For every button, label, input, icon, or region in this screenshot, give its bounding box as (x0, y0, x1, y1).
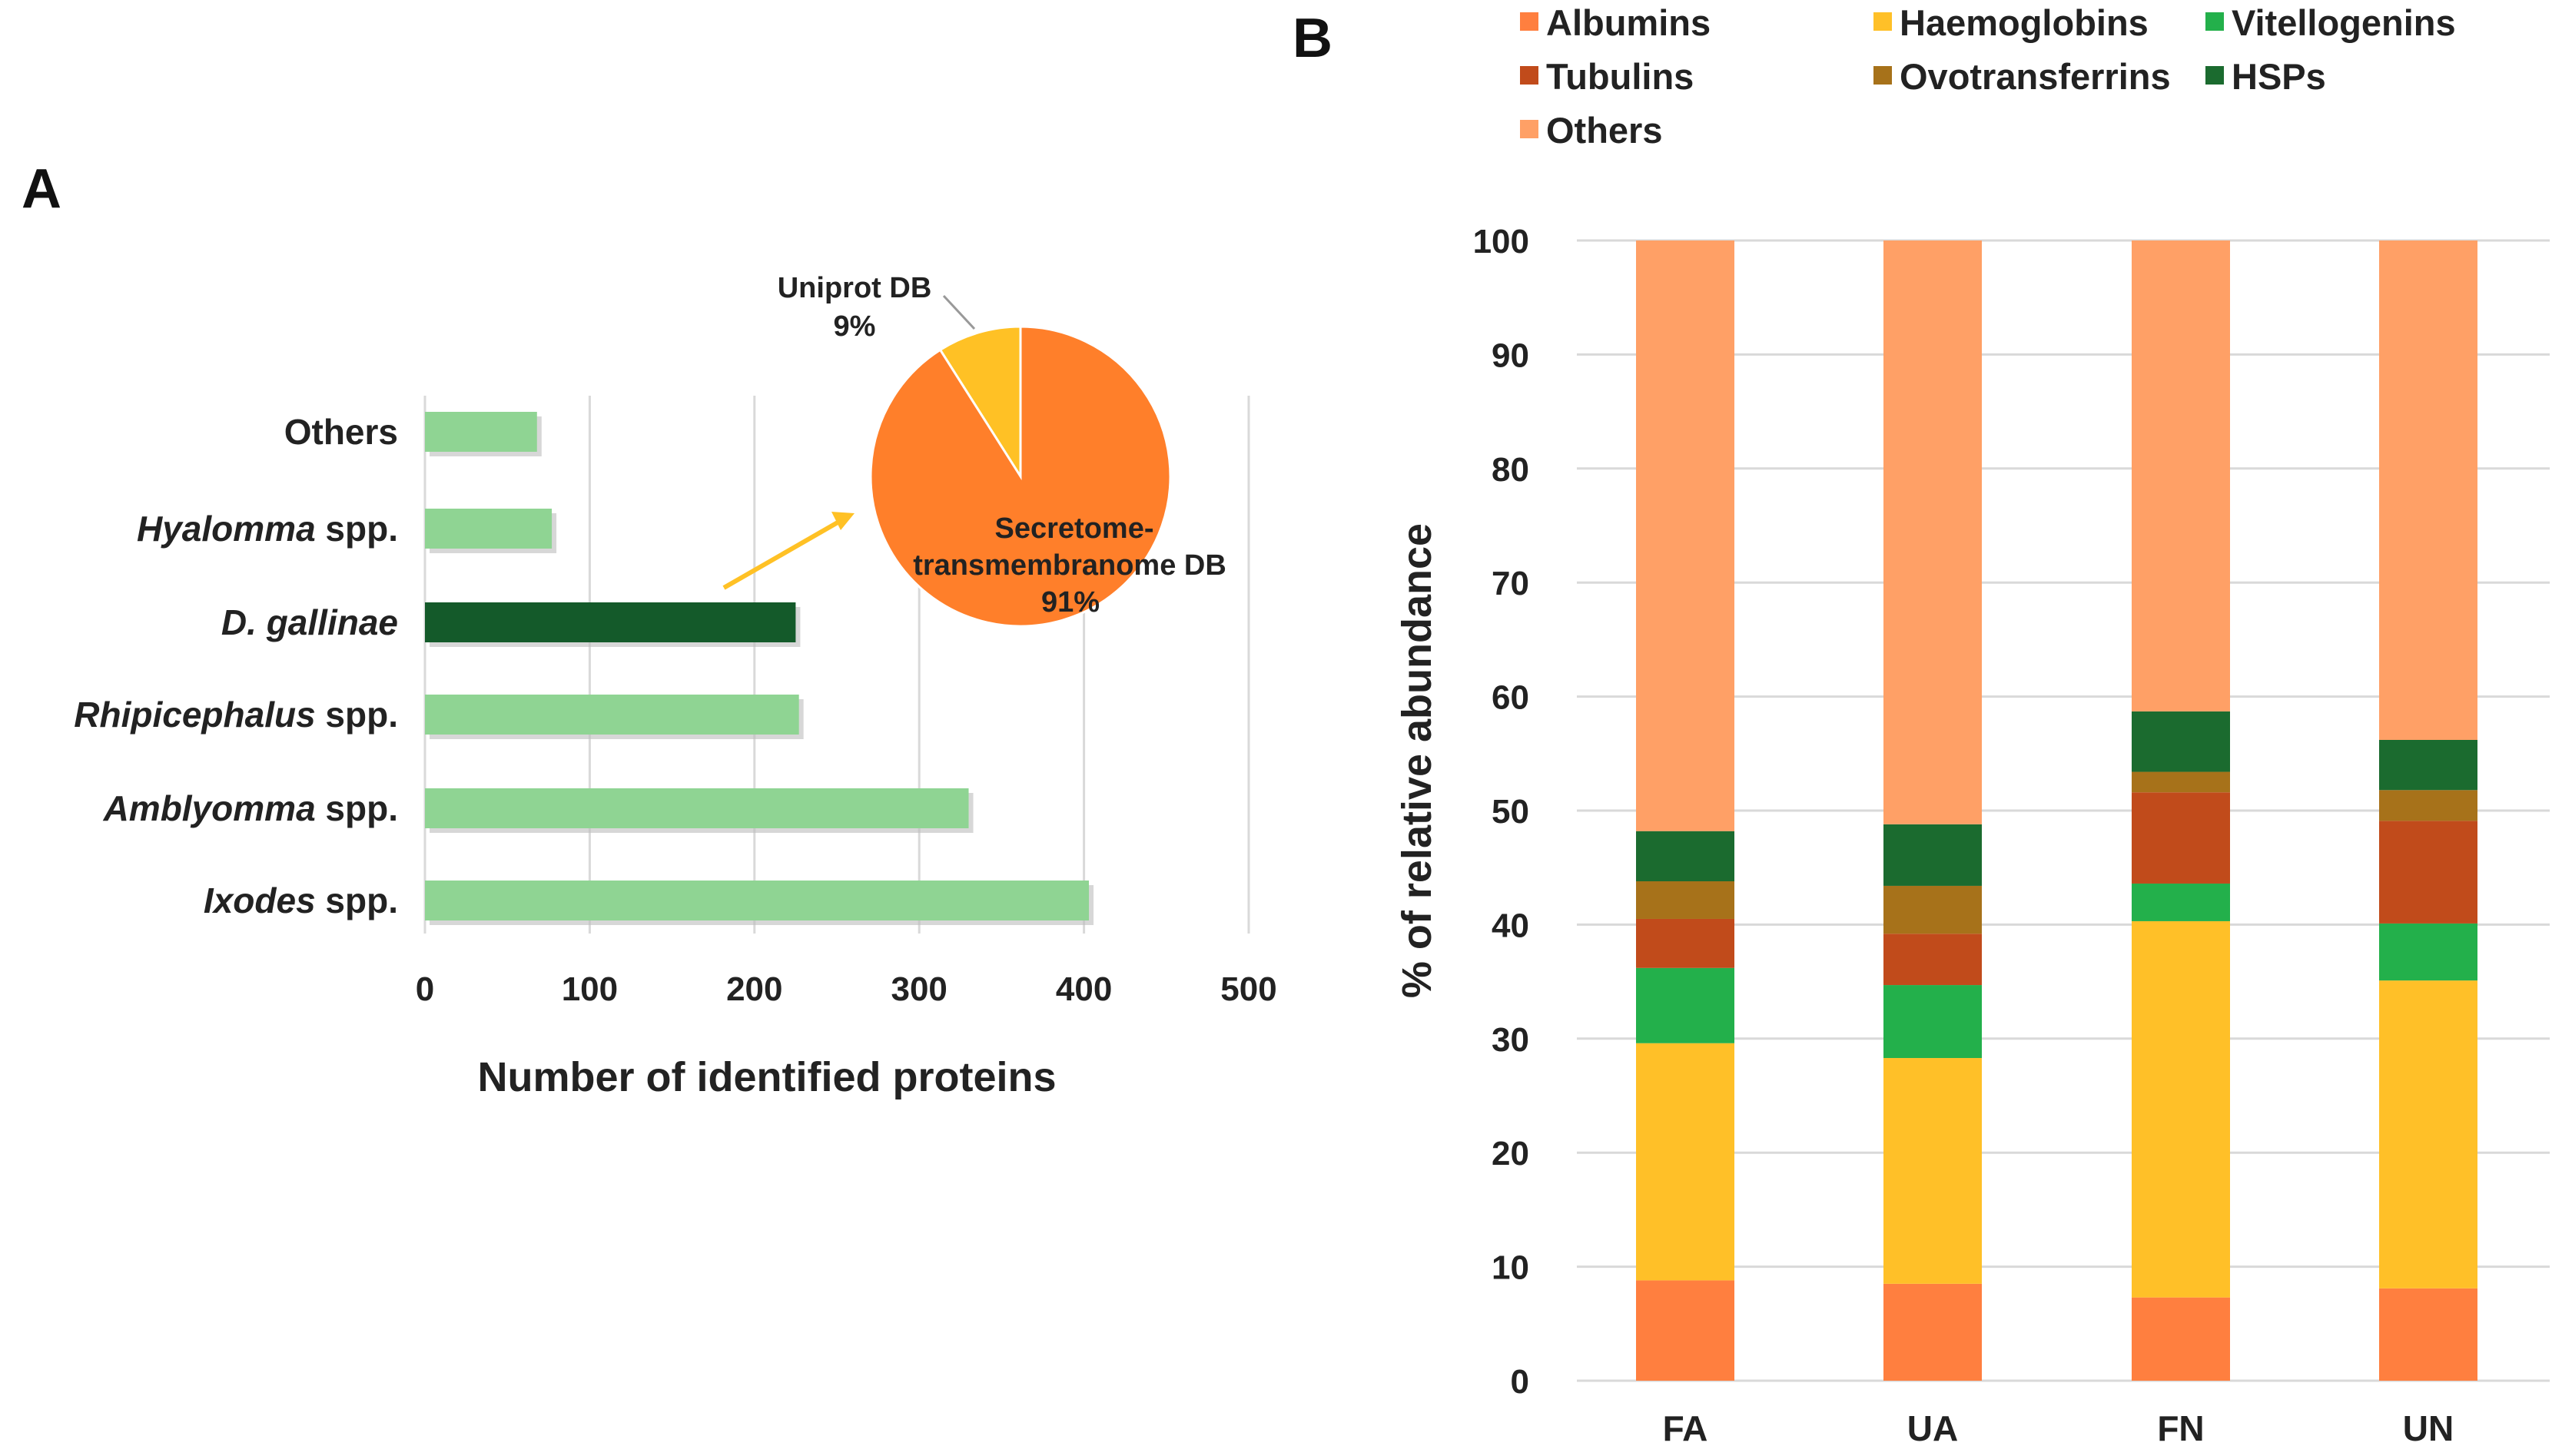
legend-label-tubulins: Tubulins (1546, 56, 1694, 97)
stacked-seg-ua-albumins (1883, 1283, 1982, 1381)
hbar-bar-ixodes (425, 881, 1090, 920)
stacked-y-tick-10: 10 (1492, 1249, 1529, 1287)
stacked-y-tick-60: 60 (1492, 679, 1529, 717)
legend-swatch-hsps (2205, 66, 2224, 85)
hbar-category-labels: Others Hyalomma spp. D. gallinae Rhipicepha… (74, 412, 398, 920)
pie-uniprot-leader (942, 294, 976, 330)
legend-swatch-albumins (1520, 12, 1538, 31)
stacked-legend: Albumins Haemoglobins Vitellogenins Tubulin… (1520, 2, 2456, 151)
stacked-seg-fn-tubulins (2132, 792, 2230, 884)
stacked-y-tick-30: 30 (1492, 1021, 1529, 1059)
hbar-x-tick-labels: 0 100 200 300 400 500 (416, 970, 1277, 1008)
stacked-seg-un-ovotransferrins (2379, 790, 2477, 821)
hbar-bar-dgallinae (425, 602, 796, 642)
stacked-seg-ua-tubulins (1883, 934, 1982, 986)
stacked-y-tick-20: 20 (1492, 1135, 1529, 1172)
stacked-seg-un-others (2379, 240, 2477, 740)
stacked-category-ua: UA (1907, 1408, 1958, 1448)
stacked-seg-fa-ovotransferrins (1636, 881, 1734, 919)
pie-secretome-line2: transmembranome DB (913, 549, 1226, 582)
pie-uniprot-pct: 9% (834, 310, 876, 343)
stacked-seg-un-haemoglobins (2379, 980, 2477, 1289)
legend-swatch-others (1520, 120, 1538, 138)
pie-callout-arrow (722, 512, 855, 590)
stacked-seg-ua-vitellogenins (1883, 985, 1982, 1059)
hbar-x-tick-300: 300 (891, 970, 947, 1008)
pie-chart (869, 325, 1172, 628)
stacked-seg-ua-others (1883, 240, 1982, 824)
stacked-seg-ua-ovotransferrins (1883, 885, 1982, 934)
stacked-seg-fa-vitellogenins (1636, 967, 1734, 1043)
stacked-seg-fn-albumins (2132, 1297, 2230, 1381)
hbar-category-others: Others (284, 412, 398, 452)
stacked-y-tick-40: 40 (1492, 907, 1529, 944)
legend-label-ovotransferrins: Ovotransferrins (1900, 56, 2171, 97)
stacked-y-tick-70: 70 (1492, 565, 1529, 602)
hbar-bar-amblyomma (425, 788, 969, 828)
hbar-x-axis-title: Number of identified proteins (477, 1054, 1056, 1100)
stacked-y-tick-100: 100 (1473, 223, 1529, 260)
legend-label-vitellogenins: Vitellogenins (2232, 2, 2456, 43)
legend-label-haemoglobins: Haemoglobins (1900, 2, 2149, 43)
stacked-seg-fa-others (1636, 240, 1734, 831)
stacked-category-labels: FA UA FN UN (1663, 1408, 2454, 1448)
stacked-y-tick-50: 50 (1492, 793, 1529, 831)
stacked-seg-un-albumins (2379, 1288, 2477, 1381)
hbar-bars (425, 412, 1094, 925)
legend-label-hsps: HSPs (2232, 56, 2326, 97)
stacked-seg-fn-others (2132, 240, 2230, 711)
stacked-seg-ua-hsps (1883, 824, 1982, 886)
stacked-seg-fn-hsps (2132, 711, 2230, 772)
legend-swatch-vitellogenins (2205, 12, 2224, 31)
stacked-seg-fn-ovotransferrins (2132, 771, 2230, 793)
stacked-category-un: UN (2403, 1408, 2454, 1448)
legend-swatch-tubulins (1520, 66, 1538, 85)
stacked-y-tick-0: 0 (1511, 1363, 1529, 1401)
stacked-category-fa: FA (1663, 1408, 1708, 1448)
hbar-category-hyalomma: Hyalomma spp. (137, 509, 398, 549)
stacked-seg-fa-tubulins (1636, 918, 1734, 968)
legend-swatch-haemoglobins (1873, 12, 1892, 31)
stacked-y-tick-80: 80 (1492, 451, 1529, 489)
stacked-seg-un-vitellogenins (2379, 923, 2477, 981)
hbar-category-ixodes: Ixodes spp. (204, 881, 398, 920)
hbar-bar-hyalomma (425, 509, 553, 549)
hbar-bar-others (425, 412, 537, 452)
hbar-x-tick-400: 400 (1056, 970, 1112, 1008)
panel-a-letter: A (22, 158, 61, 220)
hbar-category-rhipicephalus: Rhipicephalus spp. (74, 695, 398, 735)
stacked-category-fn: FN (2157, 1408, 2204, 1448)
pie-secretome-pct: 91% (1041, 586, 1100, 619)
hbar-x-tick-100: 100 (562, 970, 618, 1008)
stacked-seg-fa-haemoglobins (1636, 1043, 1734, 1281)
pie-uniprot-name: Uniprot DB (778, 272, 932, 304)
hbar-x-tick-0: 0 (416, 970, 434, 1008)
hbar-x-tick-200: 200 (726, 970, 782, 1008)
stacked-seg-ua-haemoglobins (1883, 1058, 1982, 1284)
stacked-y-tick-90: 90 (1492, 337, 1529, 374)
panel-b-letter: B (1293, 8, 1332, 69)
pie-slice-uniprot (938, 325, 1022, 481)
stacked-seg-fn-haemoglobins (2132, 920, 2230, 1298)
stacked-seg-un-hsps (2379, 739, 2477, 791)
pie-slice-secretome (869, 325, 1172, 628)
legend-label-albumins: Albumins (1546, 2, 1711, 43)
legend-swatch-ovotransferrins (1873, 66, 1892, 85)
legend-label-others: Others (1546, 110, 1663, 151)
hbar-x-tick-500: 500 (1220, 970, 1276, 1008)
stacked-y-axis-title: % of relative abundance (1394, 523, 1440, 998)
stacked-bars (1636, 240, 2477, 1381)
hbar-bar-rhipicephalus (425, 695, 799, 735)
pie-secretome-line1: Secretome- (995, 512, 1154, 545)
hbar-category-dgallinae: D. gallinae (221, 602, 398, 642)
stacked-seg-fa-hsps (1636, 831, 1734, 882)
stacked-seg-fn-vitellogenins (2132, 883, 2230, 921)
stacked-y-tick-labels: 0 10 20 30 40 50 60 70 80 90 100 (1473, 223, 1529, 1401)
hbar-category-amblyomma: Amblyomma spp. (103, 788, 398, 828)
stacked-seg-fa-albumins (1636, 1280, 1734, 1381)
stacked-seg-un-tubulins (2379, 821, 2477, 924)
